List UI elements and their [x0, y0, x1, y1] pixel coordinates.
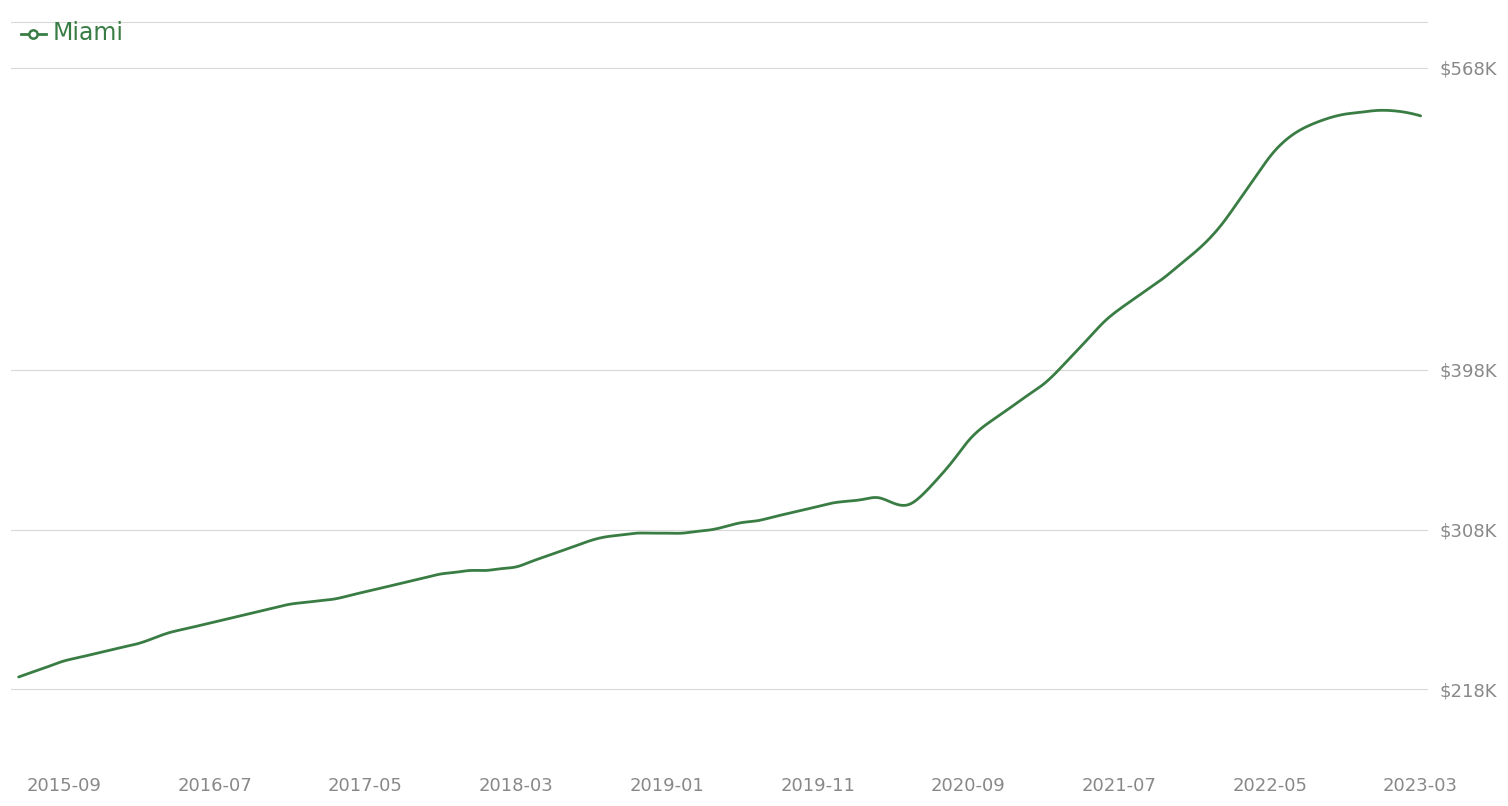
Legend: Miami: Miami [18, 18, 127, 48]
